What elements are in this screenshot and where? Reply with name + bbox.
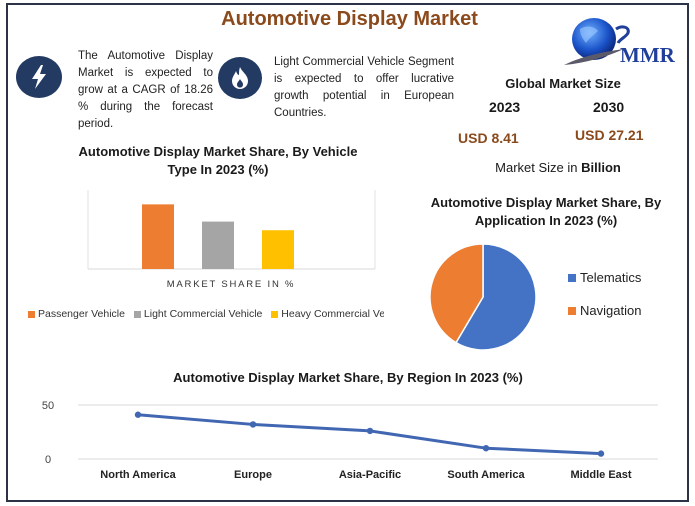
region-chart-title: Automotive Display Market Share, By Regi…: [173, 370, 523, 385]
global-market-size-title: Global Market Size: [505, 76, 621, 91]
vehicle-chart-legend: Passenger Vehicle Light Commercial Vehic…: [28, 308, 384, 321]
market-value-start: USD 8.41: [458, 130, 519, 146]
lightning-bolt-icon: [16, 56, 62, 98]
cagr-info-text: The Automotive Display Market is expecte…: [78, 50, 213, 130]
x-tick-label: Middle East: [570, 469, 631, 481]
vehicle-chart-title-line1: Automotive Display Market Share, By Vehi…: [78, 144, 358, 159]
legend-item-heavy-commercial: Heavy Commercial Ve: [271, 308, 384, 320]
legend-label: Navigation: [580, 303, 642, 318]
x-tick-label: Europe: [234, 469, 272, 481]
flame-icon: [218, 57, 262, 99]
region-line-chart: 0 50 North America Europe Asia-Pacific South…: [42, 400, 658, 481]
application-chart-title-line2: Application In 2023 (%): [474, 213, 618, 228]
pie-slice-telematics: [454, 243, 537, 351]
legend-swatch-yellow: [271, 310, 279, 318]
legend-item-passenger: Passenger Vehicle: [28, 308, 125, 320]
bar-heavy-commercial-vehicle: [262, 230, 294, 269]
page-title: Automotive Display Market: [221, 8, 478, 30]
legend-swatch-orange: [568, 306, 576, 315]
region-series-line: [137, 413, 602, 456]
vehicle-bar-chart: MARKET SHARE IN %: [87, 190, 376, 290]
logo-text: MMR: [620, 43, 676, 67]
market-value-end: USD 27.21: [575, 127, 644, 143]
pie-slice-navigation: [429, 243, 484, 344]
point-asia-pacific: [366, 427, 374, 435]
legend-label: Light Commercial Vehicle: [143, 308, 263, 320]
application-pie-chart: [429, 243, 537, 351]
legend-swatch-orange: [28, 310, 35, 318]
market-size-unit-bold: Billion: [581, 160, 621, 175]
point-middle-east: [597, 450, 605, 457]
vehicle-chart-title: Automotive Display Market Share, By Vehi…: [48, 143, 388, 179]
year-end: 2030: [593, 99, 625, 115]
legend-label: Passenger Vehicle: [38, 308, 125, 320]
legend-item-telematics: Telematics: [568, 270, 641, 285]
year-start: 2023: [489, 99, 521, 115]
legend-label: Telematics: [580, 270, 642, 285]
infographic-frame: Automotive Display Market The Automotive…: [6, 3, 689, 502]
mmr-logo: MMR: [564, 17, 686, 69]
legend-item-navigation: Navigation: [568, 303, 641, 318]
segment-info-text: Light Commercial Vehicle Segment is expe…: [274, 56, 454, 119]
application-chart-legend: Telematics Navigation: [568, 270, 641, 336]
point-europe: [249, 421, 257, 428]
vehicle-chart-title-line2: Type In 2023 (%): [167, 162, 269, 177]
market-size-unit: Market Size in Billion: [478, 160, 638, 175]
legend-swatch-blue: [568, 273, 576, 282]
legend-item-light-commercial: Light Commercial Vehicle: [133, 308, 263, 320]
x-tick-label: Asia-Pacific: [339, 469, 401, 481]
y-tick-label: 0: [45, 454, 51, 466]
y-tick-label: 50: [42, 400, 54, 412]
point-south-america: [482, 445, 490, 452]
x-tick-label: North America: [100, 469, 176, 481]
legend-swatch-gray: [133, 310, 141, 318]
bar-passenger-vehicle: [142, 204, 174, 269]
application-chart-title: Automotive Display Market Share, By Appl…: [411, 194, 681, 230]
application-chart-title-line1: Automotive Display Market Share, By: [430, 195, 662, 210]
bar-light-commercial-vehicle: [202, 221, 234, 269]
legend-label: Heavy Commercial Ve: [281, 308, 384, 320]
x-tick-label: South America: [447, 469, 525, 481]
market-size-unit-prefix: Market Size in: [495, 160, 582, 175]
point-north-america: [134, 411, 142, 418]
bar-chart-xlabel: MARKET SHARE IN %: [167, 279, 296, 290]
